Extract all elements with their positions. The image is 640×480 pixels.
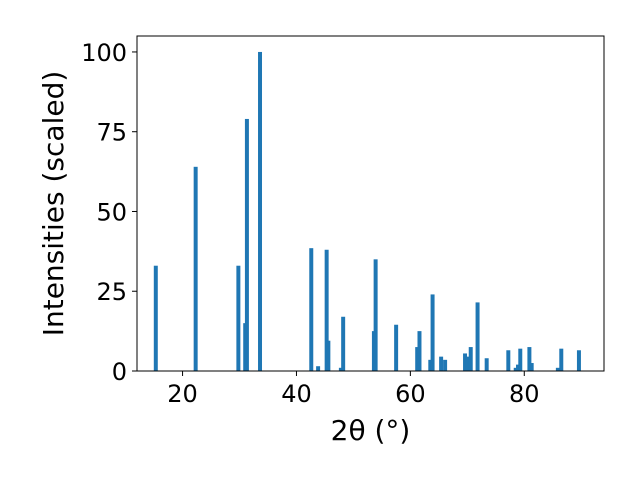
bar bbox=[415, 347, 420, 371]
y-axis-ticks: 0 25 50 75 100 bbox=[81, 39, 137, 386]
bars-layer bbox=[153, 51, 581, 371]
bar bbox=[338, 367, 343, 371]
bar bbox=[324, 249, 329, 371]
y-tick-label: 25 bbox=[96, 278, 127, 306]
bar bbox=[516, 364, 520, 371]
bar bbox=[244, 118, 249, 371]
bar bbox=[475, 302, 480, 371]
bar bbox=[193, 166, 198, 371]
bar bbox=[555, 367, 560, 371]
bar bbox=[576, 350, 581, 371]
bar bbox=[529, 363, 534, 371]
x-tick-label: 80 bbox=[509, 380, 540, 408]
bar bbox=[417, 331, 422, 371]
bar bbox=[484, 358, 489, 371]
bar bbox=[258, 51, 263, 371]
bar bbox=[341, 316, 346, 371]
bar bbox=[465, 356, 470, 371]
bar bbox=[394, 324, 399, 371]
x-tick-label: 60 bbox=[395, 380, 426, 408]
x-tick-label: 40 bbox=[281, 380, 312, 408]
y-tick-label: 0 bbox=[112, 358, 127, 386]
bar bbox=[506, 350, 511, 371]
bar bbox=[326, 340, 331, 371]
bar bbox=[428, 359, 433, 371]
bar bbox=[518, 348, 523, 371]
bar bbox=[439, 356, 444, 371]
bar bbox=[373, 259, 378, 371]
bar bbox=[430, 294, 435, 371]
x-axis-ticks: 20 40 60 80 bbox=[167, 371, 540, 408]
x-axis-label: 2θ (°) bbox=[331, 414, 411, 447]
bar bbox=[527, 347, 532, 371]
bar bbox=[153, 265, 158, 371]
y-tick-label: 75 bbox=[96, 119, 127, 147]
x-tick-label: 20 bbox=[167, 380, 198, 408]
bar bbox=[463, 353, 468, 371]
bar bbox=[236, 265, 241, 371]
bar bbox=[468, 347, 473, 371]
bar bbox=[513, 367, 518, 371]
bar bbox=[443, 359, 448, 371]
bar bbox=[559, 348, 564, 371]
y-tick-label: 50 bbox=[96, 198, 127, 226]
plot-frame bbox=[136, 35, 605, 372]
y-tick-label: 100 bbox=[81, 39, 127, 67]
bar bbox=[309, 248, 314, 371]
y-axis-label: Intensities (scaled) bbox=[37, 71, 70, 337]
bar bbox=[316, 366, 321, 371]
